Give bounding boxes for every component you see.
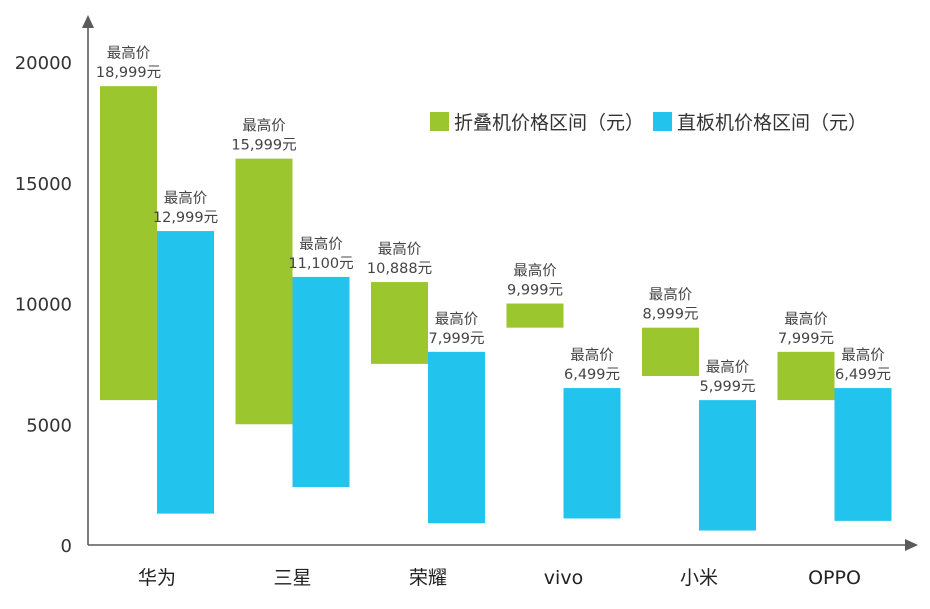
data-label-prefix: 最高价 bbox=[435, 311, 479, 328]
bar-foldable bbox=[100, 86, 157, 401]
y-tick-label: 0 bbox=[61, 536, 72, 557]
axes bbox=[82, 15, 918, 551]
x-tick-label: OPPO bbox=[808, 567, 861, 589]
data-label-prefix: 最高价 bbox=[164, 190, 208, 207]
data-label-value: 5,999元 bbox=[699, 379, 755, 395]
legend-label: 折叠机价格区间（元） bbox=[454, 112, 644, 134]
x-tick-label: 小米 bbox=[680, 567, 718, 589]
bar-bar-phone bbox=[699, 400, 756, 531]
x-axis-ticks: 华为 三星 荣耀 vivo 小米 OPPO bbox=[138, 567, 861, 589]
y-tick-label: 20000 bbox=[15, 53, 72, 74]
bar-bar-phone bbox=[157, 231, 214, 514]
x-tick-label: 荣耀 bbox=[409, 567, 447, 589]
bar-bar-phone bbox=[428, 351, 485, 524]
x-tick-label: vivo bbox=[544, 567, 583, 589]
data-label-prefix: 最高价 bbox=[242, 118, 286, 135]
y-tick-label: 5000 bbox=[26, 415, 72, 436]
data-label-prefix: 最高价 bbox=[107, 45, 151, 62]
bars bbox=[100, 86, 892, 531]
bar-bar-phone bbox=[292, 276, 350, 488]
data-label-prefix: 最高价 bbox=[570, 347, 614, 364]
data-label-prefix: 最高价 bbox=[649, 287, 693, 304]
data-label-value: 9,999元 bbox=[507, 283, 563, 299]
data-label-value: 7,999元 bbox=[778, 331, 834, 347]
bar-foldable bbox=[371, 282, 428, 364]
legend-swatch bbox=[430, 112, 449, 131]
data-label-value: 6,499元 bbox=[564, 367, 620, 383]
x-tick-label: 三星 bbox=[273, 567, 311, 589]
bar-bar-phone bbox=[563, 388, 621, 519]
data-label-prefix: 最高价 bbox=[513, 263, 557, 280]
data-label-prefix: 最高价 bbox=[378, 241, 422, 258]
data-label-value: 8,999元 bbox=[642, 307, 698, 323]
legend-label: 直板机价格区间（元） bbox=[677, 112, 867, 134]
data-label-prefix: 最高价 bbox=[841, 347, 885, 364]
bar-foldable bbox=[506, 303, 564, 328]
data-label-prefix: 最高价 bbox=[299, 236, 343, 253]
y-tick-label: 15000 bbox=[15, 174, 72, 195]
data-label-value: 7,999元 bbox=[428, 331, 484, 347]
x-tick-label: 华为 bbox=[138, 567, 176, 589]
y-tick-label: 10000 bbox=[15, 295, 72, 316]
bar-foldable bbox=[642, 327, 699, 376]
y-axis-ticks: 0 5000 10000 15000 20000 bbox=[15, 53, 72, 557]
data-label-prefix: 最高价 bbox=[784, 311, 828, 328]
data-label-value: 10,888元 bbox=[367, 261, 432, 277]
data-label-value: 18,999元 bbox=[96, 65, 161, 81]
data-label-prefix: 最高价 bbox=[706, 359, 750, 376]
legend: 折叠机价格区间（元） 直板机价格区间（元） bbox=[430, 112, 867, 134]
data-label-value: 6,499元 bbox=[835, 367, 891, 383]
x-axis-arrow bbox=[905, 539, 918, 551]
bar-foldable bbox=[235, 158, 293, 425]
data-label-value: 11,100元 bbox=[288, 256, 353, 272]
bar-foldable bbox=[777, 351, 835, 401]
data-label-value: 15,999元 bbox=[231, 138, 296, 154]
data-label-value: 12,999元 bbox=[153, 210, 218, 226]
y-axis-arrow bbox=[82, 15, 94, 28]
legend-swatch bbox=[653, 112, 672, 131]
bar-bar-phone bbox=[834, 388, 892, 521]
data-labels: 最高价18,999元最高价15,999元最高价10,888元 最高价9,999元最… bbox=[96, 45, 891, 395]
